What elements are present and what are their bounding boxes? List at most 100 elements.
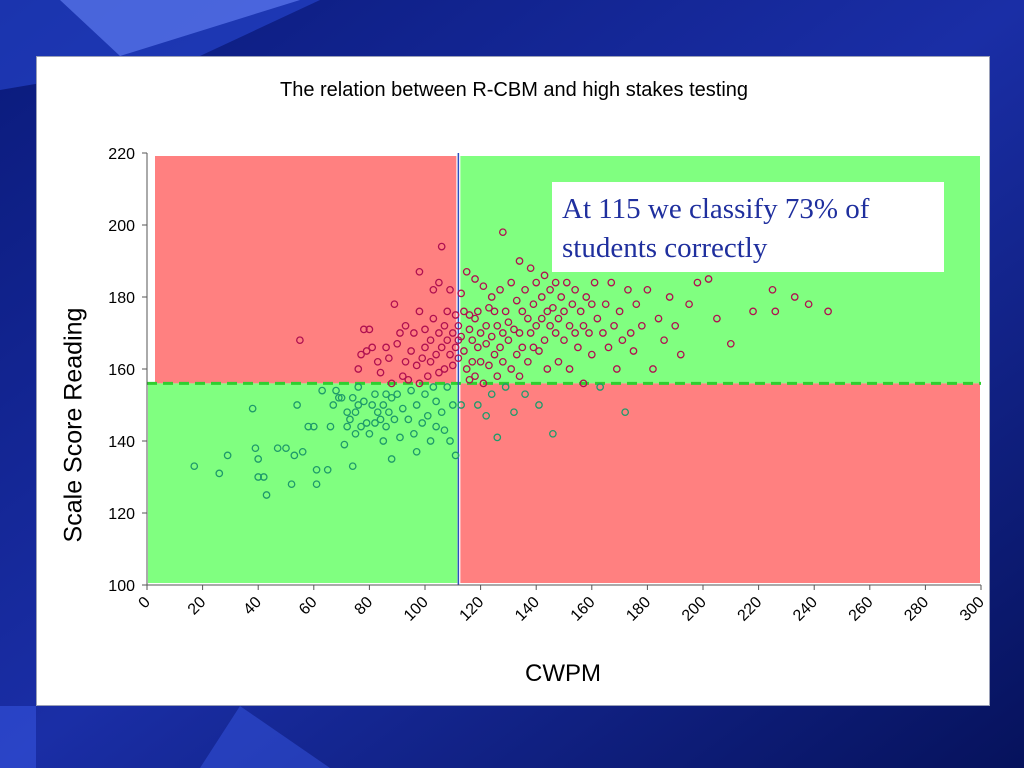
- data-point: [493, 321, 502, 330]
- x-tick-label: 120: [457, 594, 488, 625]
- data-point: [451, 343, 460, 352]
- data-point: [540, 271, 549, 280]
- data-point: [426, 357, 435, 366]
- data-point: [457, 289, 465, 298]
- data-point: [532, 278, 541, 287]
- data-point: [482, 339, 491, 348]
- data-point: [390, 300, 399, 309]
- data-point: [565, 321, 574, 330]
- data-point: [323, 465, 332, 474]
- x-tick-label: 260: [846, 594, 877, 625]
- data-point: [287, 480, 296, 489]
- data-point: [554, 314, 563, 323]
- data-point: [713, 314, 721, 323]
- data-point: [443, 383, 452, 391]
- data-point: [571, 285, 579, 294]
- data-point: [498, 228, 507, 237]
- data-point: [368, 343, 377, 352]
- data-point: [473, 307, 482, 316]
- data-point: [749, 307, 757, 316]
- data-point: [485, 361, 493, 370]
- data-point: [587, 350, 596, 359]
- x-tick-label: 20: [185, 594, 210, 619]
- data-point: [593, 314, 602, 323]
- data-point: [537, 314, 546, 323]
- data-point: [507, 278, 516, 287]
- data-point: [448, 401, 457, 409]
- data-point: [398, 404, 407, 413]
- x-tick-label: 60: [296, 594, 321, 619]
- data-point: [518, 343, 527, 352]
- data-point: [462, 267, 471, 276]
- data-point: [524, 314, 532, 323]
- data-point: [521, 390, 529, 399]
- data-point: [343, 422, 352, 431]
- data-point: [487, 390, 496, 399]
- data-point: [590, 278, 599, 287]
- data-point: [435, 329, 443, 337]
- data-point: [254, 455, 263, 463]
- data-point: [604, 343, 613, 352]
- data-point: [390, 415, 399, 424]
- data-point: [521, 285, 529, 294]
- data-point: [296, 336, 304, 345]
- x-tick-label: 220: [735, 594, 766, 625]
- data-point: [490, 307, 499, 316]
- data-point: [443, 336, 452, 345]
- data-point: [376, 415, 385, 424]
- x-tick-label: 240: [790, 594, 821, 625]
- data-point: [382, 343, 390, 352]
- data-point: [518, 307, 527, 316]
- data-point: [262, 491, 271, 499]
- data-point: [479, 379, 488, 388]
- data-point: [579, 321, 588, 330]
- data-point: [382, 422, 390, 431]
- y-tick-label: 120: [108, 506, 135, 523]
- data-point: [401, 321, 410, 330]
- data-point: [404, 375, 413, 384]
- data-point: [312, 465, 321, 474]
- data-point: [457, 401, 465, 409]
- data-point: [471, 372, 479, 381]
- data-point: [540, 336, 549, 345]
- data-point: [426, 437, 435, 445]
- data-point: [607, 278, 616, 287]
- data-point: [290, 451, 299, 460]
- data-point: [629, 347, 638, 355]
- chart-panel: 100 120 140 160 180 200 220 0 20 40 60 80 100 120 140 1…: [36, 56, 990, 706]
- data-point: [587, 300, 596, 309]
- data-point: [254, 473, 263, 481]
- data-point: [451, 311, 460, 319]
- x-tick-label: 140: [512, 594, 543, 625]
- data-point: [393, 339, 402, 348]
- data-point: [471, 314, 479, 323]
- data-point: [596, 383, 604, 391]
- data-point: [371, 419, 379, 427]
- data-point: [385, 354, 393, 363]
- x-tick-label: 40: [240, 594, 265, 619]
- data-point: [365, 325, 374, 334]
- data-point: [507, 365, 516, 373]
- data-point: [535, 401, 543, 409]
- data-point: [412, 447, 421, 456]
- region-high-cwpm-low-score: [460, 383, 980, 583]
- data-point: [601, 300, 610, 309]
- data-point: [496, 343, 504, 352]
- x-axis-label: CWPM: [525, 660, 601, 687]
- data-point: [359, 325, 368, 334]
- data-point: [515, 372, 524, 381]
- data-point: [824, 307, 832, 316]
- data-point: [432, 397, 440, 406]
- data-point: [318, 386, 326, 395]
- data-point: [618, 336, 627, 345]
- data-point: [304, 422, 313, 431]
- data-point: [501, 383, 510, 391]
- data-point: [571, 329, 579, 337]
- data-point: [585, 329, 593, 337]
- data-point: [385, 408, 393, 417]
- data-point: [693, 278, 702, 287]
- data-point: [549, 303, 557, 312]
- data-point: [476, 329, 485, 337]
- data-point: [437, 408, 446, 417]
- data-point: [465, 375, 474, 384]
